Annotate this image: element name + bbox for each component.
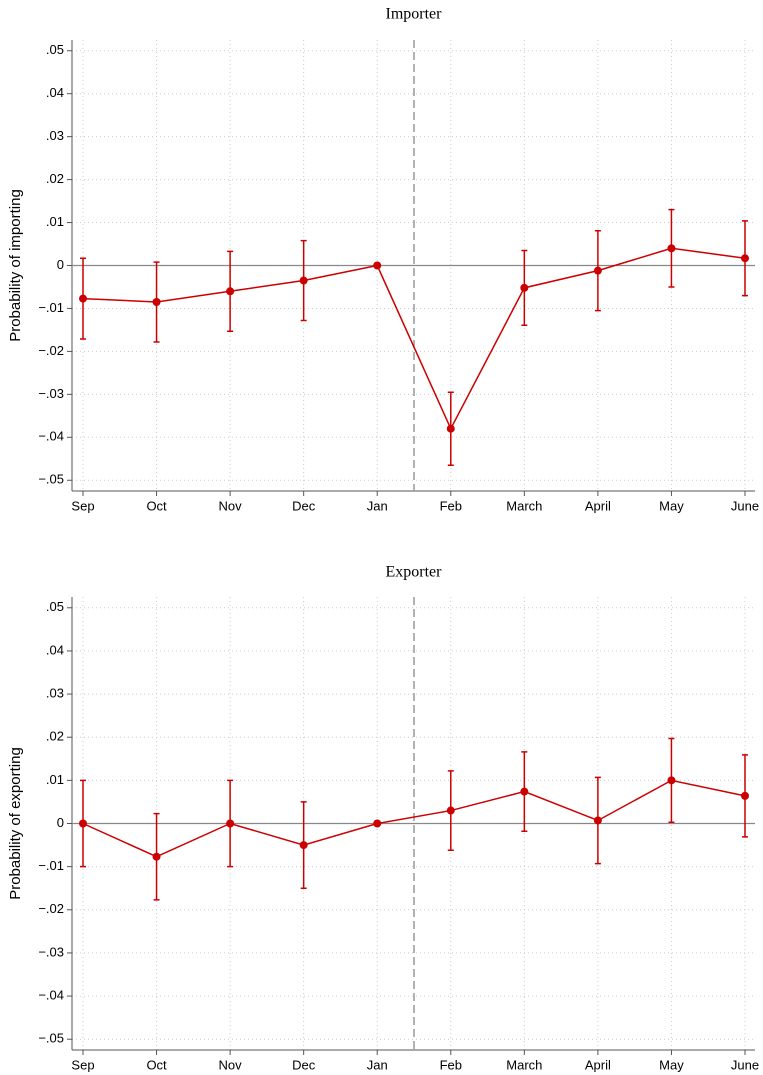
x-tick-label: Sep: [71, 1057, 94, 1072]
x-tick-label: March: [506, 498, 542, 513]
point: [446, 806, 455, 815]
point: [152, 852, 161, 861]
y-tick-label: .04: [46, 85, 64, 100]
y-tick-label: 0: [57, 815, 64, 830]
point: [520, 787, 529, 796]
point: [667, 776, 676, 785]
x-tick-label: Feb: [440, 498, 462, 513]
x-tick-label: Dec: [292, 1057, 316, 1072]
x-tick-label: Dec: [292, 498, 316, 513]
y-tick-label: 0: [57, 257, 64, 272]
x-tick-label: May: [659, 1057, 684, 1072]
point: [593, 816, 602, 825]
x-tick-label: Feb: [440, 1057, 462, 1072]
y-tick-label: .05: [46, 42, 64, 57]
y-tick-label: −.04: [38, 988, 64, 1003]
point: [741, 254, 749, 263]
series-line: [82, 779, 746, 858]
x-tick-label: May: [659, 498, 684, 513]
x-tick-label: April: [585, 1057, 611, 1072]
point: [667, 244, 676, 253]
y-tick-label: .01: [46, 214, 64, 229]
point: [299, 841, 308, 850]
y-axis-label: Probability of exporting: [7, 747, 24, 900]
x-tick-label: Jan: [367, 498, 388, 513]
x-tick-label: Sep: [71, 498, 94, 513]
point: [226, 287, 235, 296]
x-tick-label: Nov: [219, 498, 243, 513]
y-tick-label: .04: [46, 642, 64, 657]
point: [299, 276, 308, 285]
point: [152, 298, 161, 307]
y-tick-label: −.05: [38, 1031, 64, 1046]
point: [79, 819, 87, 828]
y-tick-label: −.01: [38, 300, 64, 315]
x-tick-label: March: [506, 1057, 542, 1072]
x-tick-label: Nov: [219, 1057, 243, 1072]
chart-title: Importer: [386, 6, 443, 23]
point: [520, 283, 529, 292]
y-tick-label: .02: [46, 729, 64, 744]
point: [373, 819, 382, 828]
x-tick-label: Oct: [146, 498, 167, 513]
y-tick-label: −.01: [38, 858, 64, 873]
point: [741, 791, 749, 800]
y-tick-label: .03: [46, 128, 64, 143]
y-tick-label: .01: [46, 772, 64, 787]
y-tick-label: −.03: [38, 386, 64, 401]
y-tick-label: −.03: [38, 944, 64, 959]
y-tick-label: .05: [46, 599, 64, 614]
y-tick-label: −.02: [38, 343, 64, 358]
y-tick-label: .02: [46, 171, 64, 186]
x-tick-label: June: [731, 1057, 759, 1072]
point: [446, 424, 455, 433]
y-tick-label: −.02: [38, 901, 64, 916]
y-tick-label: −.05: [38, 472, 64, 487]
series-line: [82, 247, 746, 431]
x-tick-label: June: [731, 498, 759, 513]
y-tick-label: −.04: [38, 429, 64, 444]
point: [373, 261, 382, 270]
y-axis-label: Probability of importing: [7, 189, 24, 342]
y-tick-label: .03: [46, 686, 64, 701]
point: [79, 294, 87, 303]
x-tick-label: Jan: [367, 1057, 388, 1072]
x-tick-label: Oct: [146, 1057, 167, 1072]
point: [593, 266, 602, 275]
point: [226, 819, 235, 828]
chart-title: Exporter: [386, 564, 443, 581]
x-tick-label: April: [585, 498, 611, 513]
